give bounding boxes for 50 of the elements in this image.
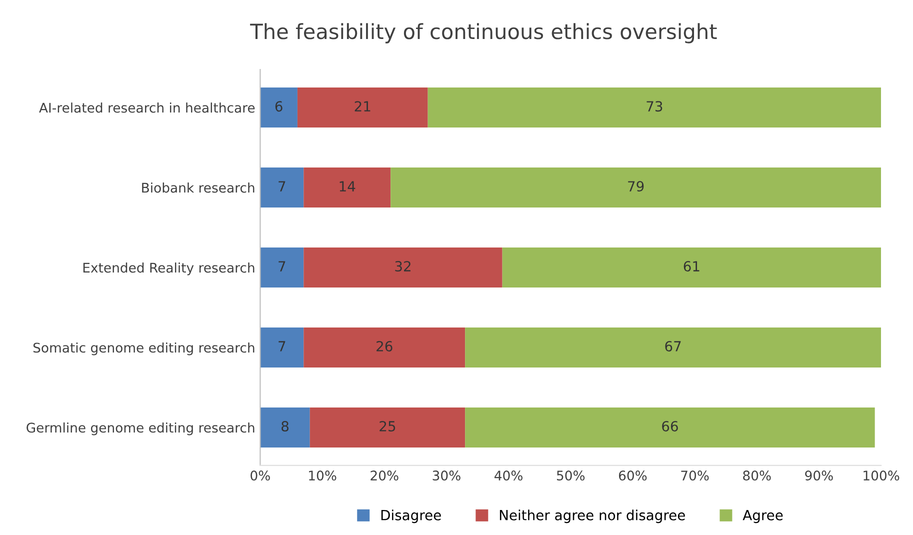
data-label: 73 (646, 101, 662, 112)
bar (304, 168, 391, 208)
data-label: 26 (376, 341, 392, 352)
x-tick-label: 40% (494, 470, 522, 481)
x-tick-label: 100% (864, 470, 900, 481)
data-label: 7 (278, 341, 286, 352)
x-tick-label: 0% (250, 470, 270, 481)
x-tick-label: 70% (681, 470, 709, 481)
data-label: 32 (395, 261, 410, 272)
y-tick-label: Somatic genome editing research (33, 342, 254, 356)
chart-title: The feasibility of continuous ethics oversight (250, 23, 717, 44)
data-label: 7 (278, 261, 286, 272)
data-label: 61 (684, 261, 700, 272)
data-label: 14 (340, 181, 356, 192)
data-label: 8 (282, 420, 289, 432)
y-tick-label: Biobank research (142, 182, 254, 193)
x-tick-label: 90% (805, 470, 833, 481)
data-label: 79 (628, 181, 644, 192)
bar (465, 327, 882, 368)
legend-label: Disagree (381, 510, 441, 524)
data-label: 66 (662, 420, 678, 432)
data-label: 21 (354, 101, 370, 112)
bar (304, 327, 466, 368)
x-tick-label: 30% (432, 470, 460, 481)
data-label: 6 (275, 101, 282, 112)
bar (502, 248, 882, 288)
data-label: 67 (665, 341, 681, 352)
data-label: 7 (278, 181, 286, 192)
x-tick-label: 60% (618, 470, 647, 481)
bar (465, 407, 875, 448)
bar (260, 327, 304, 368)
data-label: 25 (380, 420, 396, 432)
x-tick-label: 10% (309, 470, 336, 481)
bar (260, 248, 304, 288)
x-tick-label: 50% (556, 470, 585, 481)
x-tick-label: 20% (370, 470, 398, 481)
bar (428, 88, 882, 128)
bar (310, 407, 466, 448)
x-tick-label: 80% (743, 470, 771, 481)
y-tick-label: AI-related research in healthcare (39, 102, 255, 113)
bar (260, 88, 298, 128)
bar (260, 407, 310, 448)
y-tick-label: Extended Reality research (83, 262, 254, 276)
bar (260, 168, 304, 208)
bar (390, 168, 882, 208)
y-tick-label: Germline genome editing research (26, 422, 254, 436)
bar (304, 248, 502, 288)
legend-label: Neither agree nor disagree (500, 510, 685, 524)
bar (297, 88, 428, 128)
legend-label: Agree (742, 510, 783, 524)
